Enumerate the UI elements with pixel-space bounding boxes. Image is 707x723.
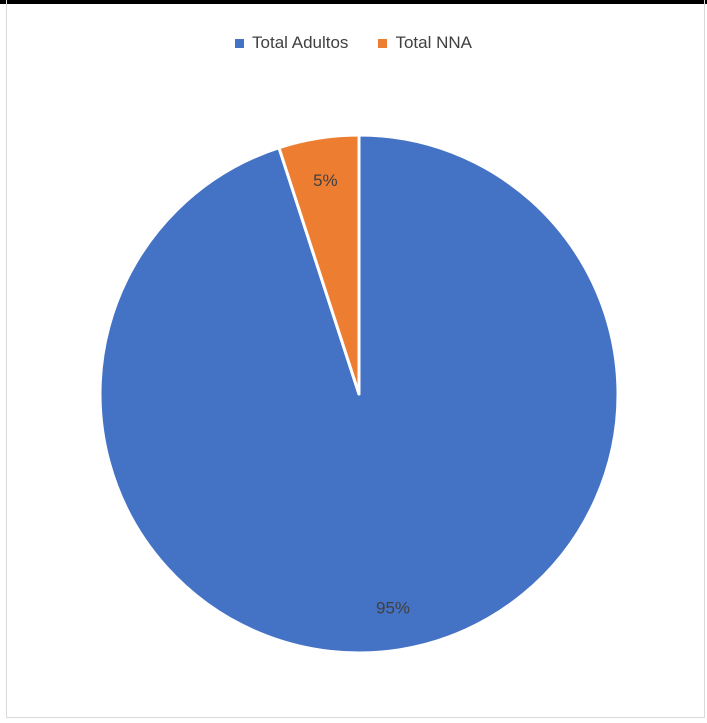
top-border — [0, 0, 707, 4]
legend-label-total-nna: Total NNA — [395, 33, 472, 52]
legend-item-total-nna: Total NNA — [378, 33, 472, 53]
data-label-total-nna: 5% — [313, 171, 338, 190]
legend-label-total-adultos: Total Adultos — [252, 33, 349, 52]
legend-item-total-adultos: Total Adultos — [235, 33, 348, 53]
pie-data-labels: 95% 5% — [313, 171, 410, 617]
pie-slices — [98, 133, 620, 655]
legend: Total Adultos Total NNA — [0, 33, 707, 53]
data-label-total-adultos: 95% — [376, 598, 410, 617]
chart-area — [6, 0, 705, 718]
legend-swatch-total-adultos — [235, 38, 245, 48]
pie-slice-total-nna — [277, 133, 361, 396]
legend-swatch-total-nna — [378, 38, 388, 48]
